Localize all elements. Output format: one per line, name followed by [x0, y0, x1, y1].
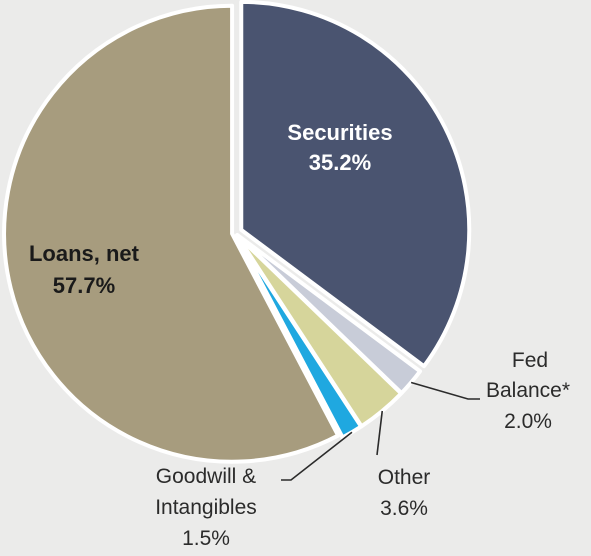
pie-slice-loans-net — [2, 3, 341, 464]
leader-line-fed-balance — [410, 381, 480, 400]
goodwill-label-line1: Goodwill & — [156, 465, 256, 488]
leader-lines — [281, 381, 480, 481]
pie-slices — [2, 0, 472, 464]
securities-value: 35.2% — [309, 150, 371, 175]
leader-line-goodwill — [281, 431, 353, 481]
other-label: Other — [378, 466, 431, 489]
goodwill-label-line2: Intangibles — [155, 496, 257, 519]
fed-balance-label-line2: Balance* — [486, 379, 570, 402]
loans-value: 57.7% — [53, 273, 115, 298]
fed-balance-value: 2.0% — [504, 410, 552, 433]
leader-line-other — [376, 410, 384, 456]
other-value: 3.6% — [380, 497, 428, 520]
pie-slice-securities — [239, 0, 472, 369]
fed-balance-label-line1: Fed — [512, 349, 548, 372]
securities-label: Securities — [287, 120, 392, 145]
goodwill-value: 1.5% — [182, 527, 230, 550]
loans-label: Loans, net — [29, 241, 140, 266]
